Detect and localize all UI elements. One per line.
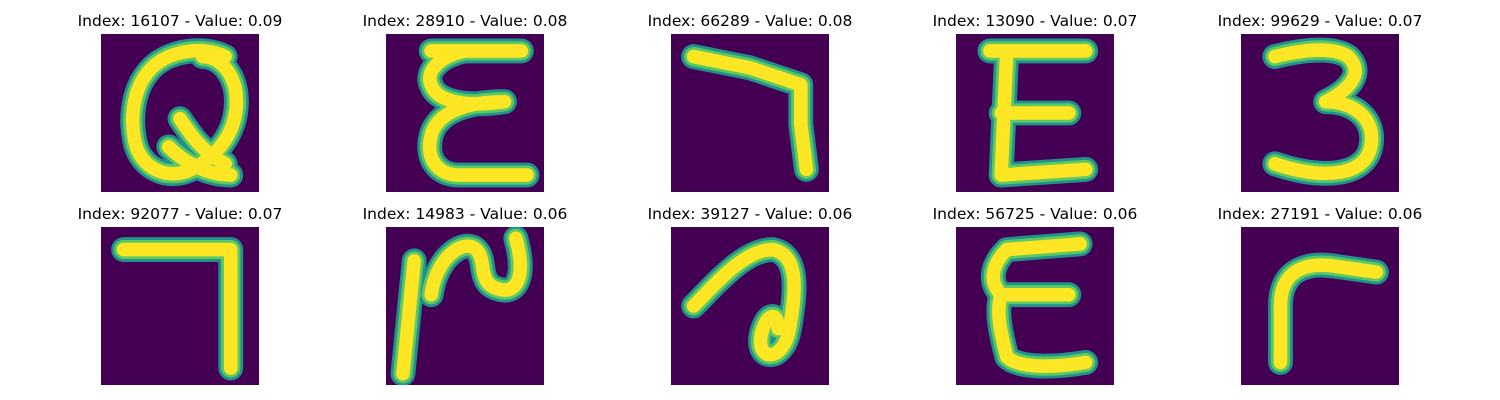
panel-title: Index: 56725 - Value: 0.06 [932,205,1138,223]
glyph-stroke [1273,258,1384,370]
glyph-stroke [423,44,534,182]
glyph-stroke [396,231,527,381]
panel-title: Index: 27191 - Value: 0.06 [1217,205,1423,223]
digit-image [671,34,829,192]
panel-title: Index: 28910 - Value: 0.08 [362,12,568,30]
panel-66289: Index: 66289 - Value: 0.08 [630,12,870,202]
panel-title: Index: 92077 - Value: 0.07 [77,205,283,223]
panel-title: Index: 39127 - Value: 0.06 [647,205,853,223]
glyph-stroke [1268,43,1379,180]
panel-99629: Index: 99629 - Value: 0.07 [1200,12,1440,202]
digit-image [956,34,1114,192]
glyph-stroke [983,44,1093,182]
panel-39127: Index: 39127 - Value: 0.06 [630,205,870,395]
panel-16107: Index: 16107 - Value: 0.09 [60,12,300,202]
digit-image [386,227,544,385]
glyph-stroke [686,242,801,362]
panel-56725: Index: 56725 - Value: 0.06 [915,205,1155,395]
panel-27191: Index: 27191 - Value: 0.06 [1200,205,1440,395]
panel-28910: Index: 28910 - Value: 0.08 [345,12,585,202]
digit-image [956,227,1114,385]
panel-title: Index: 16107 - Value: 0.09 [77,12,283,30]
glyph-stroke [126,44,244,182]
digit-image [671,227,829,385]
digit-image [1241,34,1399,192]
glyph-stroke [686,49,814,177]
digit-image [101,34,259,192]
panel-title: Index: 14983 - Value: 0.06 [362,205,568,223]
glyph-stroke [116,242,238,375]
glyph-stroke [986,237,1093,373]
digit-image [101,227,259,385]
panel-13090: Index: 13090 - Value: 0.07 [915,12,1155,202]
panel-title: Index: 13090 - Value: 0.07 [932,12,1138,30]
panel-92077: Index: 92077 - Value: 0.07 [60,205,300,395]
panel-title: Index: 99629 - Value: 0.07 [1217,12,1423,30]
panel-title: Index: 66289 - Value: 0.08 [647,12,853,30]
digit-image [1241,227,1399,385]
digit-image [386,34,544,192]
panel-14983: Index: 14983 - Value: 0.06 [345,205,585,395]
